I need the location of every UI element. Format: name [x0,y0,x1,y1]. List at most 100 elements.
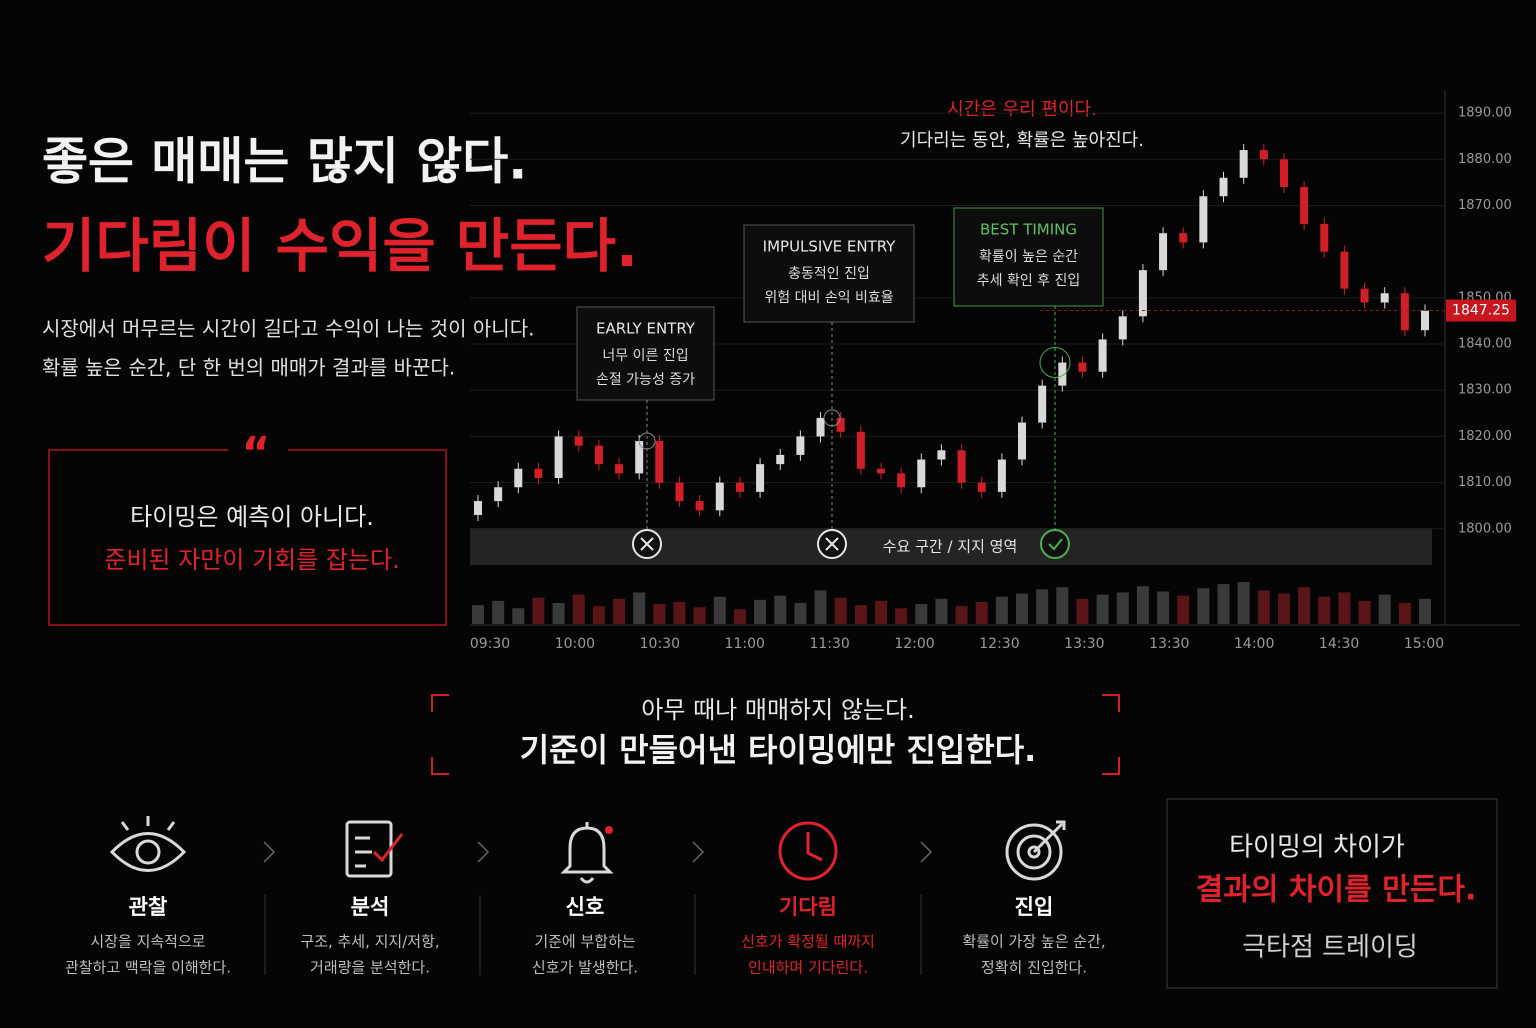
quote-box [48,449,447,626]
divider [264,895,922,975]
volume-bar [814,590,827,624]
volume-bar [592,606,605,624]
summary-accent: 결과의 차이를 만든다. [1196,873,1477,908]
zone-marker-icon [825,537,839,551]
candle-body [796,436,805,455]
volume-bar [1116,592,1129,624]
candle-body [715,482,724,511]
volume-bar [1237,582,1250,624]
target-icon [1027,845,1041,859]
step-desc: 시장을 지속적으로 [90,933,205,951]
candle-body [574,436,583,446]
candle-body [615,464,624,474]
step-desc: 신호가 확정될 때까지 [741,933,875,951]
volume-bar [492,600,505,624]
volume-bar [552,603,565,624]
zone-marker-icon [640,537,654,551]
volume-bar [673,601,686,624]
candle-body [1360,288,1369,303]
price-tag [1446,299,1516,322]
step-desc: 정확히 진입한다. [981,959,1087,977]
annotation-line: 손절 가능성 증가 [596,372,695,388]
candle-body [776,454,785,465]
quote-line: 타이밍은 예측이 아니다. [130,503,374,531]
step-title: 분석 [351,895,390,919]
x-tick-label: 15:00 [1404,636,1444,652]
candle-body [1400,293,1409,331]
step-desc: 인내하며 기다린다. [748,959,868,977]
y-tick-label: 1880.00 [1458,152,1512,167]
support-zone [470,528,1432,565]
candle-body [1018,422,1027,460]
bell-dot [605,826,613,834]
y-tick-label: 1810.00 [1458,475,1512,490]
y-tick-label: 1800.00 [1458,521,1512,536]
candle-body [937,450,946,460]
volume-bar [1419,598,1431,624]
step-desc: 구조, 추세, 지지/저항, [300,933,439,951]
volume-bar [1338,592,1351,624]
candle-body [1421,310,1429,331]
candle-body [1118,316,1127,340]
candle-body [756,464,765,492]
body-text: 시장에서 머무르는 시간이 길다고 수익이 나는 것이 아니다. [42,317,534,341]
volume-bar [1096,594,1109,624]
annotation-line: 확률이 높은 순간 [979,249,1078,265]
volume-bar [1136,586,1149,624]
volume-bar [472,605,484,624]
annotation-line: 추세 확인 후 진입 [977,273,1081,289]
annotation-title: EARLY ENTRY [596,320,696,338]
quote-mark: “ [242,428,271,479]
volume-bar [613,598,626,624]
summary-box [1166,798,1498,989]
step-desc: 관찰하고 맥락을 이해한다. [65,959,231,977]
volume-bar [834,597,847,624]
annotation-box [576,306,715,401]
brand: 극타점 트레이딩 [1242,933,1418,963]
volume-bar [1398,603,1411,624]
volume-bar [512,608,525,624]
headline-accent: 기다림이 수익을 만든다. [42,212,638,280]
step-icons [109,816,1066,975]
volume-bar [653,604,666,624]
candle-body [1259,150,1268,160]
step-desc: 거래량을 분석한다. [310,959,430,977]
volume-bar [693,607,706,624]
candle-body [1058,362,1067,386]
volume-bar [572,594,585,624]
y-tick-label: 1870.00 [1458,198,1512,213]
chart-note: 시간은 우리 편이다. [947,99,1097,120]
quote-line-accent: 준비된 자만이 기회를 잡는다. [104,546,399,574]
volume-bar [1157,591,1170,624]
entry-point [638,432,656,450]
x-tick-label: 13:30 [1149,636,1189,652]
y-tick-label: 1840.00 [1458,337,1512,352]
volume-bar [1016,593,1029,624]
volume-bar [1277,593,1290,624]
volume-bar [1036,589,1049,624]
candle-body [1320,223,1329,252]
volume-bar [1076,598,1089,624]
volume-bar [1358,600,1371,624]
annotation-title: BEST TIMING [980,221,1077,239]
candle-body [1179,233,1188,243]
volume-bar [1217,584,1230,624]
x-tick-label: 10:00 [555,636,595,652]
annotation-box [953,207,1104,307]
volume-bar [975,601,988,624]
zone-marker [1040,529,1070,559]
volume-bar [854,605,867,624]
bell-icon [560,822,614,884]
volume-bar [1177,595,1190,624]
volume-bar [895,608,908,624]
candle-body [1038,385,1047,423]
candle-body [1098,339,1107,372]
entry-point [1039,347,1071,379]
annotation-box [743,224,915,323]
candle-body [1380,293,1389,303]
annotation-line: 충동적인 진입 [788,266,870,282]
entry-point [823,409,841,427]
candle-body [1279,159,1288,187]
step-desc: 신호가 발생한다. [532,959,638,977]
